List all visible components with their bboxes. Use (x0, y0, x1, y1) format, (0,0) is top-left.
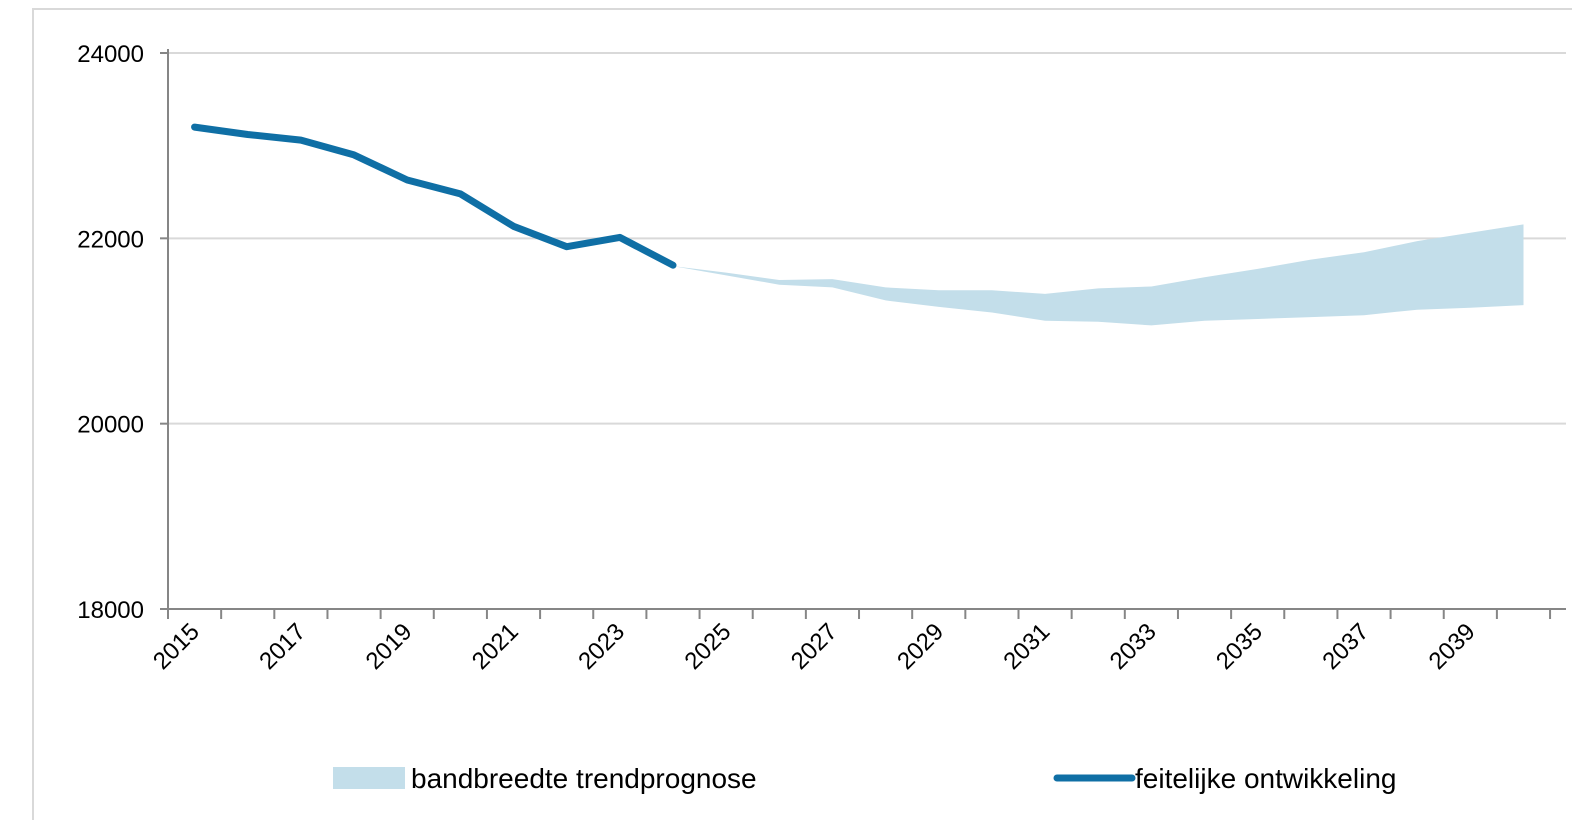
x-tick-label: 2021 (467, 618, 524, 675)
x-tick-label: 2015 (148, 618, 205, 675)
gridlines (168, 52, 1566, 425)
x-tick-label: 2031 (998, 618, 1055, 675)
actual-line-layer (191, 123, 677, 269)
legend: bandbreedte trendprognose feitelijke ont… (333, 763, 1396, 794)
legend-label-band: bandbreedte trendprognose (411, 763, 757, 794)
legend-swatch-band (333, 767, 405, 789)
legend-label-line: feitelijke ontwikkeling (1135, 763, 1396, 794)
series-line-actual (191, 123, 677, 269)
x-tick-label: 2023 (573, 618, 630, 675)
x-tick-label: 2027 (786, 618, 843, 675)
x-tick-labels: 2015 2017 2019 2021 2023 2025 2027 2029 2031 2033… (148, 618, 1481, 675)
x-tick-label: 2033 (1105, 618, 1162, 675)
series-band-area (673, 224, 1524, 326)
x-tick-label: 2017 (254, 618, 311, 675)
y-tick-labels: 18000 20000 22000 24000 (77, 41, 144, 624)
forecast-band-layer (673, 224, 1524, 326)
y-tick-label: 20000 (77, 412, 144, 439)
y-tick-label: 24000 (77, 41, 144, 68)
y-tick-label: 22000 (77, 226, 144, 253)
x-tick-label: 2019 (361, 618, 418, 675)
x-tick-label: 2029 (892, 618, 949, 675)
x-tick-label: 2039 (1424, 618, 1481, 675)
x-tick-label: 2025 (680, 618, 737, 675)
x-tick-label: 2035 (1211, 618, 1268, 675)
x-tick-label: 2037 (1317, 618, 1374, 675)
y-tick-label: 18000 (77, 597, 144, 624)
axes (160, 49, 1566, 619)
chart-frame (32, 8, 1572, 820)
